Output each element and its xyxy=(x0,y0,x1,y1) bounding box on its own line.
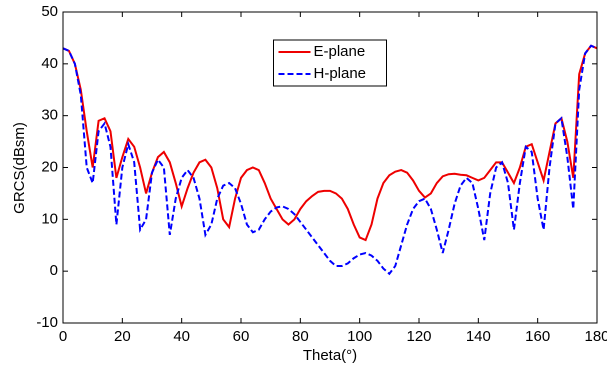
x-axis-label: Theta(°) xyxy=(303,347,357,364)
x-tick-label: 120 xyxy=(406,328,431,345)
y-tick-label: -10 xyxy=(36,314,58,331)
y-axis-label: GRCS(dBsm) xyxy=(11,122,28,214)
legend-box xyxy=(273,39,387,87)
x-tick-label: 160 xyxy=(525,328,550,345)
y-tick-label: 40 xyxy=(41,55,58,72)
x-tick-label: 60 xyxy=(233,328,250,345)
y-tick-label: 10 xyxy=(41,210,58,227)
x-tick-label: 100 xyxy=(347,328,372,345)
x-tick-label: 180 xyxy=(584,328,607,345)
y-tick-label: 20 xyxy=(41,158,58,175)
x-tick-label: 40 xyxy=(173,328,190,345)
y-tick-label: 30 xyxy=(41,107,58,124)
x-tick-label: 80 xyxy=(292,328,309,345)
x-tick-label: 0 xyxy=(59,328,67,345)
y-tick-label: 50 xyxy=(41,3,58,20)
x-tick-label: 140 xyxy=(466,328,491,345)
plot-frame xyxy=(62,11,598,324)
data-line xyxy=(62,44,598,276)
legend-label: H-plane xyxy=(314,65,367,82)
x-tick-label: 20 xyxy=(114,328,131,345)
y-tick-label: 0 xyxy=(50,262,58,279)
legend-label: E-plane xyxy=(314,43,366,60)
